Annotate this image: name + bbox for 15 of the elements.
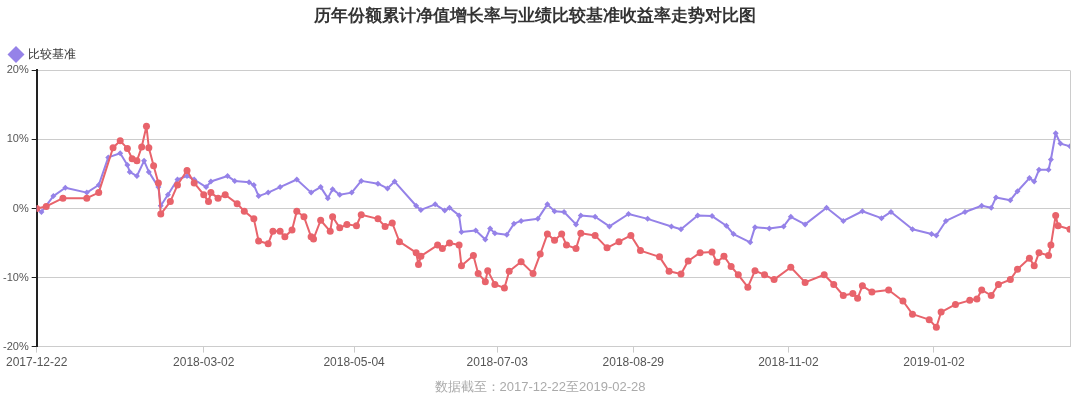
- x-tick-label: 2018-08-29: [602, 355, 665, 370]
- x-tick-label: 2018-05-04: [323, 355, 386, 370]
- y-tick-label: 0%: [12, 201, 29, 214]
- x-tick-label: 2018-07-03: [466, 355, 529, 370]
- y-tick-label: -20%: [2, 339, 29, 352]
- x-tick-label: 2018-11-02: [758, 355, 819, 370]
- x-tick-label: 2019-01-02: [903, 355, 965, 370]
- y-tick-label: 10%: [6, 132, 29, 145]
- y-tick-label: -10%: [2, 270, 29, 283]
- text: 数据截至：2017-12-22至2019-02-28: [434, 378, 646, 394]
- x-tick-label: 2017-12-22: [5, 355, 68, 370]
- chart-title: 历年份额累计净值增长率与业绩比较基准收益率走势对比图: [313, 5, 756, 25]
- x-tick-label: 2018-03-02: [173, 355, 235, 370]
- y-tick-label: 20%: [6, 63, 29, 76]
- legend-label: 比较基准: [28, 46, 76, 61]
